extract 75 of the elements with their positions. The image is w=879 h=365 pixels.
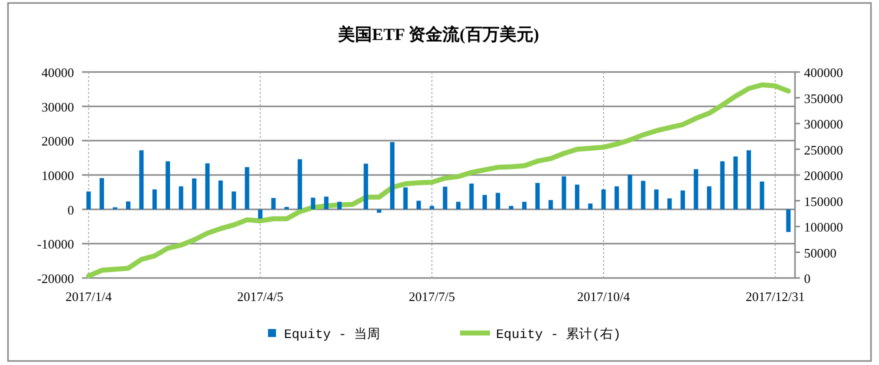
bar <box>364 164 368 210</box>
bar <box>416 200 421 210</box>
bar <box>574 184 580 210</box>
bar <box>442 186 448 210</box>
x-tick-label: 2017/12/31 <box>746 289 805 304</box>
bar <box>640 180 646 210</box>
bar <box>310 198 316 210</box>
bar <box>601 189 606 210</box>
y2-tick-label: 300000 <box>804 116 843 132</box>
bar <box>430 206 434 210</box>
bar <box>508 206 514 210</box>
bar <box>469 184 474 210</box>
bar <box>244 167 250 210</box>
bar <box>232 191 236 210</box>
y2-tick-label: 150000 <box>804 194 843 209</box>
bar <box>746 150 751 210</box>
bar <box>654 189 659 210</box>
x-tick-label: 2017/7/5 <box>408 289 456 304</box>
bar <box>324 196 328 210</box>
bar <box>390 142 394 210</box>
y-tick-label: 20000 <box>42 134 74 149</box>
bar <box>720 161 725 210</box>
y2-tick-label: 200000 <box>804 168 843 183</box>
bar <box>126 201 130 210</box>
bar <box>456 202 461 210</box>
bar <box>166 161 170 210</box>
bar <box>667 198 672 210</box>
y2-tick-label: 400000 <box>804 65 843 80</box>
x-tick-label: 2017/1/4 <box>65 289 112 304</box>
bar <box>178 186 184 210</box>
y-tick-label: -10000 <box>37 236 74 252</box>
bar <box>298 159 302 210</box>
bar <box>271 198 276 210</box>
y2-tick-label: 50000 <box>804 245 836 260</box>
y-tick-label: 40000 <box>42 65 74 80</box>
bar <box>733 156 738 210</box>
bar <box>192 178 196 210</box>
bar <box>218 180 223 210</box>
y-tick-label: 10000 <box>42 168 74 183</box>
y2-tick-label: 250000 <box>804 142 843 158</box>
y2-tick-label: 100000 <box>804 220 843 234</box>
bar <box>139 150 144 210</box>
y2-tick-label: 0 <box>804 271 810 286</box>
y2-tick-label: 350000 <box>804 90 843 106</box>
x-tick-label: 2017/10/4 <box>577 289 630 304</box>
bar <box>614 186 619 210</box>
bar <box>588 203 593 210</box>
bar <box>680 190 685 210</box>
y-tick-label: -20000 <box>37 271 74 286</box>
bar <box>535 182 540 210</box>
bar <box>205 163 210 210</box>
bar <box>496 192 500 210</box>
bar <box>258 209 262 219</box>
bar <box>86 191 91 210</box>
bar <box>152 189 157 210</box>
x-tick-label: 2017/4/5 <box>237 289 284 304</box>
bar <box>284 206 289 210</box>
y-tick-label: 0 <box>68 202 74 218</box>
bar <box>760 182 764 210</box>
y-tick-label: 30000 <box>42 99 74 114</box>
bar <box>628 174 632 210</box>
bar <box>786 209 791 232</box>
bar <box>403 187 408 210</box>
legend-label: Equity - 累计(右) <box>496 327 621 342</box>
bar <box>100 178 104 210</box>
legend-label: Equity - 当周 <box>284 327 380 342</box>
bar <box>522 202 527 210</box>
bar <box>376 209 382 213</box>
bar <box>548 200 553 210</box>
bar <box>562 176 566 210</box>
bar <box>482 194 487 210</box>
bar <box>337 202 342 210</box>
bar <box>706 186 712 210</box>
chart-title: 美国ETF 资金流(百万美元) <box>336 25 540 44</box>
bar <box>694 169 698 210</box>
